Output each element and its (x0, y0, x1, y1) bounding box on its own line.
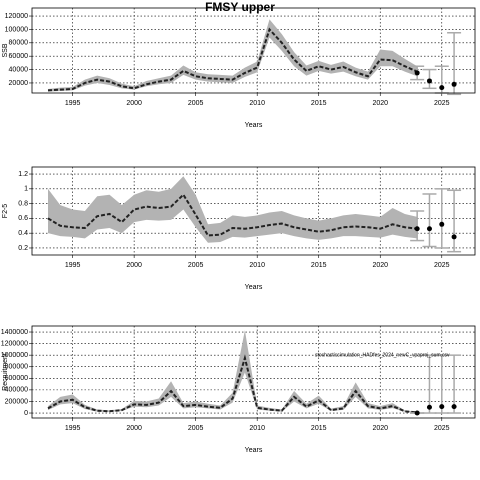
projection-point (426, 78, 432, 84)
y-axis-label: Recruitment (2, 353, 9, 391)
annotation: stochasticsimulation_HADfes_2024_newC_vp… (315, 352, 450, 358)
x-tick-label: 2005 (188, 100, 204, 107)
y-tick-label: 120000 (5, 13, 28, 20)
y-tick-label: 400000 (5, 387, 28, 394)
projection-point (426, 226, 432, 232)
y-tick-label: 0.8 (18, 200, 28, 207)
y-tick-label: 100000 (5, 26, 28, 33)
y-axis-label: SSB (2, 43, 9, 57)
x-tick-label: 2005 (188, 425, 204, 432)
y-tick-label: 60000 (9, 53, 29, 60)
y-tick-label: 1400000 (1, 329, 28, 336)
x-tick-label: 2000 (126, 262, 142, 269)
y-tick-label: 1200000 (1, 340, 28, 347)
projection-point (414, 226, 420, 232)
confidence-band (47, 19, 418, 92)
y-tick-label: 0.4 (18, 230, 28, 237)
x-tick-label: 2020 (372, 425, 388, 432)
projection-point (439, 221, 445, 227)
x-tick-label: 2015 (311, 262, 327, 269)
projection-point (414, 70, 420, 76)
median-line (47, 27, 418, 92)
y-tick-label: 0.2 (18, 245, 28, 252)
projection-point (451, 81, 457, 87)
projection-point (439, 404, 445, 410)
median-line (47, 354, 418, 414)
x-tick-label: 2000 (126, 425, 142, 432)
x-tick-label: 2025 (434, 425, 450, 432)
confidence-band (47, 176, 418, 243)
y-tick-label: 200000 (5, 398, 28, 405)
confidence-band (47, 330, 418, 413)
projection-point (451, 404, 457, 410)
x-tick-label: 2025 (434, 100, 450, 107)
x-tick-label: 2015 (311, 425, 327, 432)
x-axis-label: Years (245, 284, 263, 291)
x-tick-label: 2020 (372, 100, 388, 107)
y-tick-label: 0 (24, 410, 28, 417)
plot-frame (31, 166, 476, 256)
x-tick-label: 1995 (65, 262, 81, 269)
x-tick-label: 2025 (434, 262, 450, 269)
y-tick-label: 600000 (5, 375, 28, 382)
y-tick-label: 1000000 (1, 352, 28, 359)
chart-title: FMSY upper (205, 0, 275, 14)
x-tick-label: 2010 (249, 425, 265, 432)
y-tick-label: 80000 (9, 40, 29, 47)
median-line (47, 193, 418, 237)
x-tick-label: 1995 (65, 425, 81, 432)
x-tick-label: 2015 (311, 100, 327, 107)
x-tick-label: 2010 (249, 100, 265, 107)
y-tick-label: 1.2 (18, 171, 28, 178)
x-tick-label: 2000 (126, 100, 142, 107)
plot-frame (31, 325, 476, 419)
y-tick-label: 40000 (9, 66, 29, 73)
x-tick-label: 1995 (65, 100, 81, 107)
plot-frame (31, 7, 476, 94)
x-tick-label: 2005 (188, 262, 204, 269)
projection-point (439, 85, 445, 91)
projection-point (426, 404, 432, 410)
projection-point (414, 410, 420, 416)
y-tick-label: 20000 (9, 80, 29, 87)
y-tick-label: 800000 (5, 364, 28, 371)
projection-point (451, 234, 457, 240)
x-axis-label: Years (245, 122, 263, 129)
x-axis-label: Years (245, 447, 263, 454)
y-tick-label: 0.6 (18, 215, 28, 222)
y-tick-label: 1 (24, 186, 28, 193)
y-axis-label: F2-5 (2, 204, 9, 219)
x-tick-label: 2010 (249, 262, 265, 269)
x-tick-label: 2020 (372, 262, 388, 269)
